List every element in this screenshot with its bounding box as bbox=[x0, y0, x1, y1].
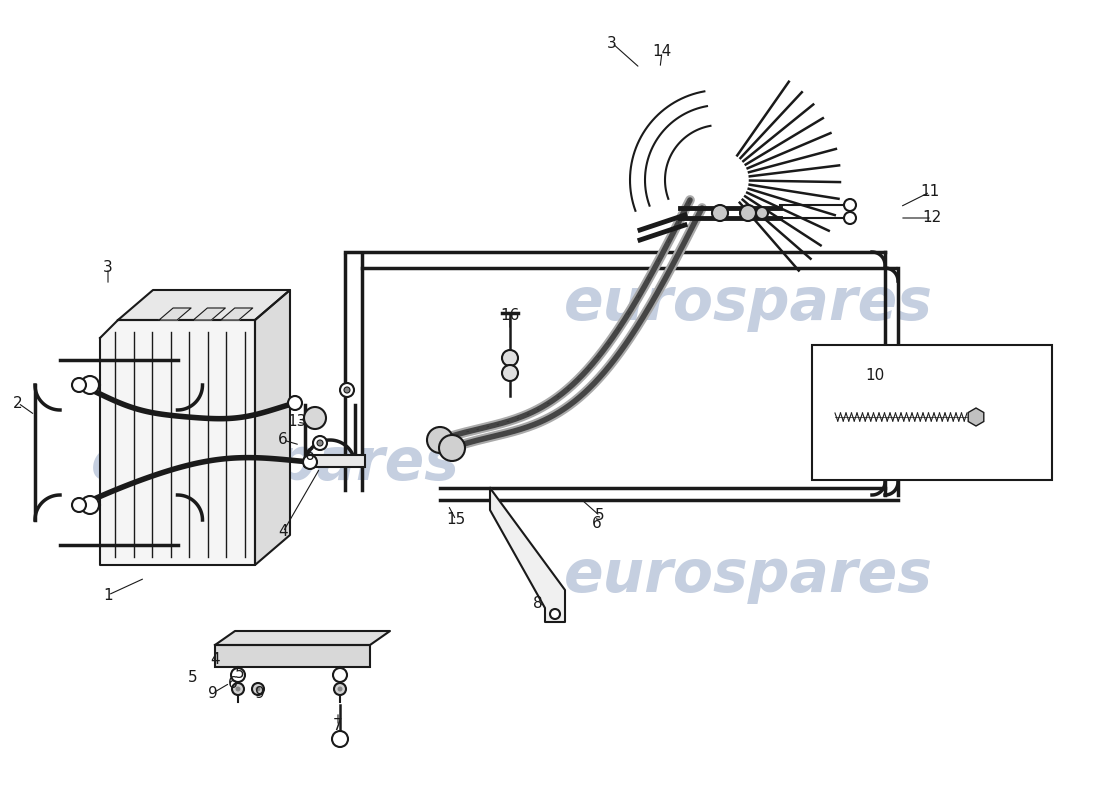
Text: 11: 11 bbox=[921, 185, 939, 199]
Polygon shape bbox=[194, 308, 226, 320]
Text: 9: 9 bbox=[208, 686, 218, 701]
Circle shape bbox=[756, 207, 768, 219]
Text: eurospares: eurospares bbox=[563, 547, 933, 605]
Text: 6: 6 bbox=[278, 433, 288, 447]
Text: 14: 14 bbox=[652, 45, 672, 59]
Circle shape bbox=[439, 435, 465, 461]
Circle shape bbox=[344, 387, 350, 393]
Circle shape bbox=[740, 205, 756, 221]
Circle shape bbox=[314, 436, 327, 450]
Text: 5: 5 bbox=[235, 666, 245, 681]
Text: 3: 3 bbox=[607, 35, 617, 50]
Circle shape bbox=[72, 378, 86, 392]
Text: 8: 8 bbox=[534, 595, 542, 610]
Text: 4: 4 bbox=[210, 653, 220, 667]
Circle shape bbox=[81, 496, 99, 514]
Polygon shape bbox=[255, 290, 290, 565]
Bar bbox=[214, 645, 370, 667]
Circle shape bbox=[81, 376, 99, 394]
Text: 6: 6 bbox=[592, 515, 602, 530]
Text: 6: 6 bbox=[228, 675, 238, 690]
Polygon shape bbox=[490, 488, 565, 622]
Text: 2: 2 bbox=[13, 395, 23, 410]
Circle shape bbox=[844, 199, 856, 211]
Circle shape bbox=[255, 686, 261, 691]
Text: 16: 16 bbox=[500, 307, 519, 322]
Circle shape bbox=[235, 686, 241, 691]
Circle shape bbox=[288, 396, 302, 410]
Text: 15: 15 bbox=[447, 513, 465, 527]
Text: 9: 9 bbox=[255, 686, 265, 702]
Text: 5: 5 bbox=[595, 509, 605, 523]
Text: eurospares: eurospares bbox=[90, 435, 460, 493]
Circle shape bbox=[844, 212, 856, 224]
Circle shape bbox=[338, 686, 342, 691]
Circle shape bbox=[317, 440, 323, 446]
Text: 4: 4 bbox=[278, 525, 288, 539]
Circle shape bbox=[332, 731, 348, 747]
Circle shape bbox=[252, 683, 264, 695]
Circle shape bbox=[502, 350, 518, 366]
Text: 12: 12 bbox=[923, 210, 942, 226]
Polygon shape bbox=[118, 290, 290, 320]
Circle shape bbox=[550, 609, 560, 619]
Circle shape bbox=[231, 668, 245, 682]
Polygon shape bbox=[100, 320, 255, 565]
Text: 6: 6 bbox=[305, 449, 315, 463]
Circle shape bbox=[712, 205, 728, 221]
Circle shape bbox=[427, 427, 453, 453]
Circle shape bbox=[502, 365, 518, 381]
Text: eurospares: eurospares bbox=[563, 275, 933, 333]
Circle shape bbox=[232, 683, 244, 695]
Text: 13: 13 bbox=[287, 414, 307, 430]
Circle shape bbox=[304, 407, 326, 429]
Text: 3: 3 bbox=[103, 261, 113, 275]
Circle shape bbox=[302, 455, 317, 469]
Circle shape bbox=[333, 668, 346, 682]
Circle shape bbox=[334, 683, 346, 695]
Polygon shape bbox=[160, 308, 191, 320]
Polygon shape bbox=[221, 308, 253, 320]
Text: 10: 10 bbox=[866, 367, 884, 382]
Bar bbox=[812, 345, 1052, 480]
Text: 5: 5 bbox=[188, 670, 198, 686]
Polygon shape bbox=[214, 631, 390, 645]
Text: 1: 1 bbox=[103, 587, 113, 602]
Circle shape bbox=[72, 498, 86, 512]
Circle shape bbox=[340, 383, 354, 397]
Text: 7: 7 bbox=[333, 718, 343, 734]
Bar bbox=[305, 455, 365, 467]
